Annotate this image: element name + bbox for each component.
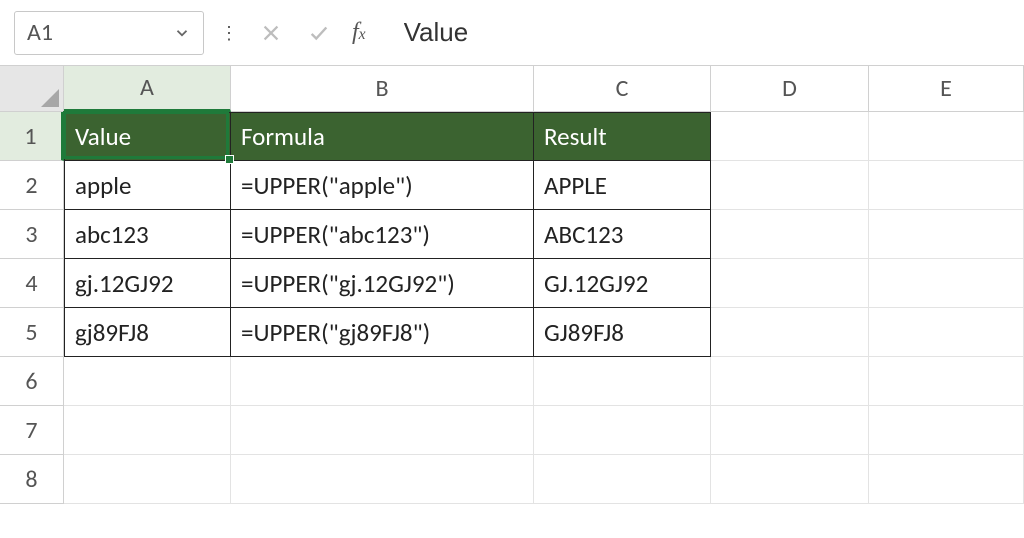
row-header-8[interactable]: 8 — [0, 455, 64, 504]
cell-B4[interactable]: =UPPER("gj.12GJ92") — [231, 259, 534, 308]
cell-A3[interactable]: abc123 — [64, 210, 231, 259]
formula-bar: A1 ⋮ fx — [0, 0, 1024, 66]
cell-C4[interactable]: GJ.12GJ92 — [534, 259, 711, 308]
column-header-row: ABCDE — [0, 66, 1024, 112]
row-5: 5gj89FJ8=UPPER("gj89FJ8")GJ89FJ8 — [0, 308, 1024, 357]
column-header-B[interactable]: B — [231, 66, 534, 112]
row-3: 3abc123=UPPER("abc123")ABC123 — [0, 210, 1024, 259]
cell-B1[interactable]: Formula — [231, 112, 534, 161]
cell-C6[interactable] — [534, 357, 711, 406]
cell-A1[interactable]: Value — [64, 112, 231, 161]
chevron-down-icon[interactable] — [173, 24, 191, 42]
row-1: 1ValueFormulaResult — [0, 112, 1024, 161]
column-header-D[interactable]: D — [711, 66, 869, 112]
cell-E1[interactable] — [869, 112, 1024, 161]
cell-A7[interactable] — [64, 406, 231, 455]
row-4: 4gj.12GJ92=UPPER("gj.12GJ92")GJ.12GJ92 — [0, 259, 1024, 308]
cell-B2[interactable]: =UPPER("apple") — [231, 161, 534, 210]
cell-C3[interactable]: ABC123 — [534, 210, 711, 259]
row-header-3[interactable]: 3 — [0, 210, 64, 259]
cell-E8[interactable] — [869, 455, 1024, 504]
column-header-C[interactable]: C — [534, 66, 711, 112]
cell-D3[interactable] — [711, 210, 869, 259]
cancel-button[interactable] — [254, 13, 288, 53]
cell-E7[interactable] — [869, 406, 1024, 455]
cell-E6[interactable] — [869, 357, 1024, 406]
formula-input[interactable] — [386, 11, 1010, 55]
cell-B7[interactable] — [231, 406, 534, 455]
select-all-corner[interactable] — [0, 66, 64, 112]
row-header-1[interactable]: 1 — [0, 112, 64, 161]
row-7: 7 — [0, 406, 1024, 455]
cell-C5[interactable]: GJ89FJ8 — [534, 308, 711, 357]
row-8: 8 — [0, 455, 1024, 504]
spreadsheet-grid: ABCDE 1ValueFormulaResult2apple=UPPER("a… — [0, 66, 1024, 504]
cell-B5[interactable]: =UPPER("gj89FJ8") — [231, 308, 534, 357]
cell-A5[interactable]: gj89FJ8 — [64, 308, 231, 357]
column-header-E[interactable]: E — [869, 66, 1024, 112]
enter-button[interactable] — [302, 13, 336, 53]
row-header-6[interactable]: 6 — [0, 357, 64, 406]
cell-E4[interactable] — [869, 259, 1024, 308]
cell-C2[interactable]: APPLE — [534, 161, 711, 210]
row-6: 6 — [0, 357, 1024, 406]
cell-D4[interactable] — [711, 259, 869, 308]
row-2: 2apple=UPPER("apple")APPLE — [0, 161, 1024, 210]
name-box-ref: A1 — [27, 18, 53, 47]
insert-function-button[interactable]: fx — [350, 19, 372, 46]
cell-A6[interactable] — [64, 357, 231, 406]
formula-bar-separator: ⋮ — [218, 22, 240, 44]
cell-D6[interactable] — [711, 357, 869, 406]
cell-C8[interactable] — [534, 455, 711, 504]
cell-A8[interactable] — [64, 455, 231, 504]
cell-D5[interactable] — [711, 308, 869, 357]
cell-B3[interactable]: =UPPER("abc123") — [231, 210, 534, 259]
fill-handle[interactable] — [225, 155, 234, 164]
cell-D7[interactable] — [711, 406, 869, 455]
cell-A2[interactable]: apple — [64, 161, 231, 210]
cell-E3[interactable] — [869, 210, 1024, 259]
column-header-A[interactable]: A — [64, 66, 231, 112]
cell-D8[interactable] — [711, 455, 869, 504]
cell-B8[interactable] — [231, 455, 534, 504]
row-header-5[interactable]: 5 — [0, 308, 64, 357]
row-header-7[interactable]: 7 — [0, 406, 64, 455]
cell-C7[interactable] — [534, 406, 711, 455]
cell-C1[interactable]: Result — [534, 112, 711, 161]
cell-B6[interactable] — [231, 357, 534, 406]
name-box[interactable]: A1 — [14, 11, 204, 55]
cell-A4[interactable]: gj.12GJ92 — [64, 259, 231, 308]
cell-D2[interactable] — [711, 161, 869, 210]
row-header-2[interactable]: 2 — [0, 161, 64, 210]
cell-D1[interactable] — [711, 112, 869, 161]
cell-E5[interactable] — [869, 308, 1024, 357]
row-header-4[interactable]: 4 — [0, 259, 64, 308]
cell-E2[interactable] — [869, 161, 1024, 210]
